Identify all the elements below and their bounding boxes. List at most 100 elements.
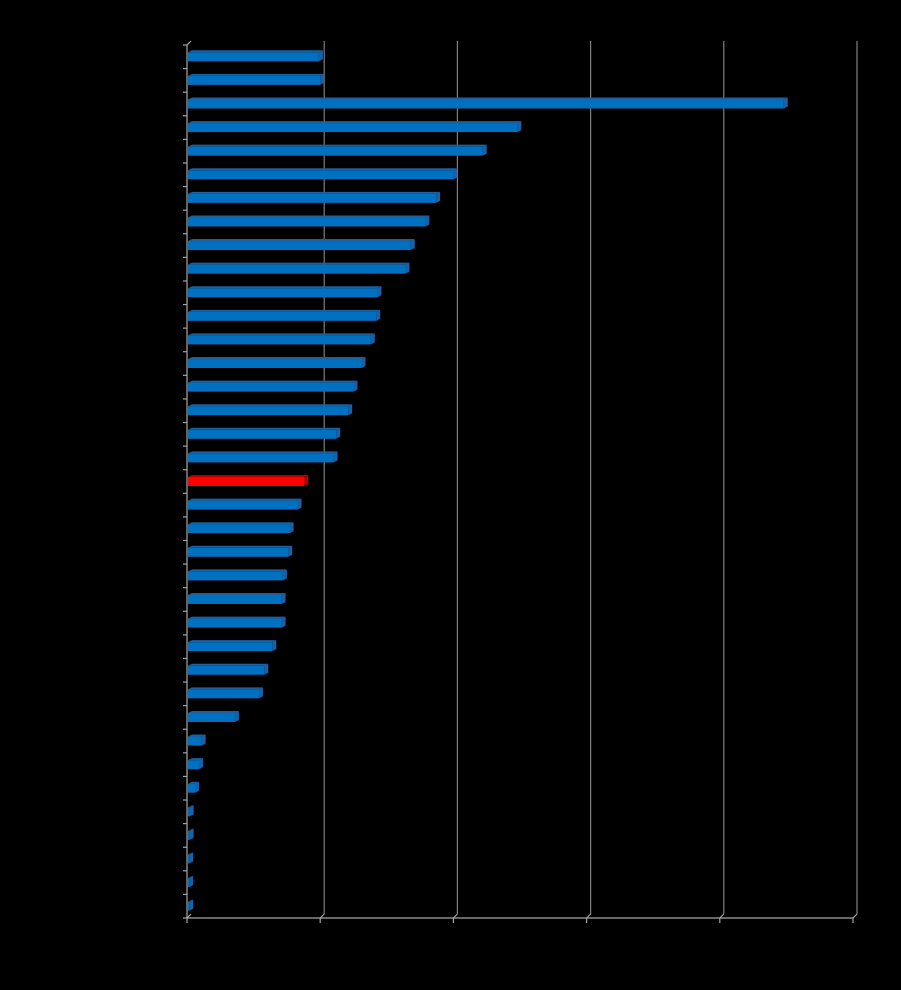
bar-front-20 <box>188 500 298 510</box>
bar-18 <box>188 451 338 463</box>
floor-tick-15 <box>586 913 592 919</box>
bar-front-12 <box>188 311 377 321</box>
bar-24 <box>188 592 286 604</box>
bar-side-30 <box>201 734 206 746</box>
bar-25 <box>188 616 286 628</box>
bar-19 <box>188 475 309 486</box>
bar-side-5 <box>482 144 487 156</box>
bar-side-22 <box>288 545 293 557</box>
bar-front-9 <box>188 241 411 251</box>
bar-top-35 <box>188 852 194 855</box>
bar-front-34 <box>188 830 190 840</box>
bar-front-3 <box>188 99 784 109</box>
bar-front-15 <box>188 382 354 392</box>
bar-side-25 <box>281 616 286 628</box>
bar-side-20 <box>297 498 302 510</box>
bar-side-24 <box>281 592 286 604</box>
bar-front-26 <box>188 642 273 652</box>
bar-29 <box>188 710 239 722</box>
bar-35 <box>188 852 194 864</box>
floor-tick-0 <box>186 913 192 919</box>
bar-front-22 <box>188 547 289 557</box>
bar-13 <box>188 333 375 345</box>
bar-front-17 <box>188 429 337 439</box>
bar-27 <box>188 663 269 675</box>
bar-top-32 <box>188 781 199 784</box>
bar-side-31 <box>198 758 203 770</box>
bar-top-7 <box>188 191 441 194</box>
bar-top-22 <box>188 545 293 548</box>
bar-front-7 <box>188 193 437 203</box>
bar-top-18 <box>188 451 338 454</box>
bar-front-1 <box>188 52 319 62</box>
bar-top-5 <box>188 144 487 147</box>
bar-top-28 <box>188 687 263 690</box>
bar-top-8 <box>188 215 430 218</box>
bar-side-8 <box>425 215 430 227</box>
bar-side-33 <box>189 805 194 817</box>
bar-top-19 <box>188 475 309 477</box>
bar-front-4 <box>188 123 518 133</box>
bar-6 <box>188 168 458 180</box>
bar-side-11 <box>377 286 382 298</box>
bar-top-26 <box>188 640 277 643</box>
bar-22 <box>188 545 293 557</box>
bar-5 <box>188 144 487 156</box>
bar-front-10 <box>188 264 406 274</box>
bar-top-4 <box>188 121 522 124</box>
bar-top-10 <box>188 262 410 265</box>
bar-side-2 <box>320 73 325 85</box>
bar-side-6 <box>453 168 458 180</box>
bar-31 <box>188 758 203 770</box>
bar-front-14 <box>188 359 362 369</box>
bar-14 <box>188 357 366 369</box>
bar-side-9 <box>410 239 415 251</box>
bar-23 <box>188 569 287 581</box>
bar-21 <box>188 522 294 534</box>
bar-side-26 <box>272 640 277 652</box>
bar-1 <box>188 50 323 62</box>
bar-front-11 <box>188 288 378 298</box>
bar-top-29 <box>188 710 239 713</box>
bar-front-6 <box>188 170 454 180</box>
axes <box>183 40 853 919</box>
y-axis-top-edge <box>186 40 192 46</box>
bar-top-23 <box>188 569 287 572</box>
bar-top-15 <box>188 380 358 383</box>
bar-side-27 <box>264 663 269 675</box>
bar-front-32 <box>188 783 195 793</box>
bars <box>188 50 788 911</box>
bar-front-13 <box>188 335 371 345</box>
bar-front-29 <box>188 712 235 722</box>
bar-side-34 <box>189 828 194 840</box>
bar-top-13 <box>188 333 375 336</box>
bar-top-9 <box>188 239 415 242</box>
bar-front-27 <box>188 665 265 675</box>
floor-tick-25 <box>852 913 858 919</box>
bar-front-5 <box>188 146 483 156</box>
bar-top-24 <box>188 592 286 595</box>
bar-side-36 <box>189 876 194 888</box>
bar-front-8 <box>188 217 426 227</box>
bar-32 <box>188 781 199 793</box>
bar-side-37 <box>189 899 194 911</box>
bar-26 <box>188 640 277 652</box>
bar-top-1 <box>188 50 323 53</box>
bar-front-25 <box>188 618 282 628</box>
bar-side-7 <box>436 191 441 203</box>
bar-top-12 <box>188 309 381 312</box>
bar-front-24 <box>188 594 282 604</box>
bar-top-37 <box>188 899 194 902</box>
bar-36 <box>188 876 194 888</box>
bar-side-10 <box>405 262 410 274</box>
bar-top-31 <box>188 758 203 761</box>
bar-front-28 <box>188 689 259 699</box>
bar-front-36 <box>188 878 190 888</box>
bar-top-2 <box>188 73 325 76</box>
bar-30 <box>188 734 206 746</box>
bar-15 <box>188 380 358 392</box>
floor-tick-5 <box>319 913 325 919</box>
bar-3 <box>188 97 788 109</box>
